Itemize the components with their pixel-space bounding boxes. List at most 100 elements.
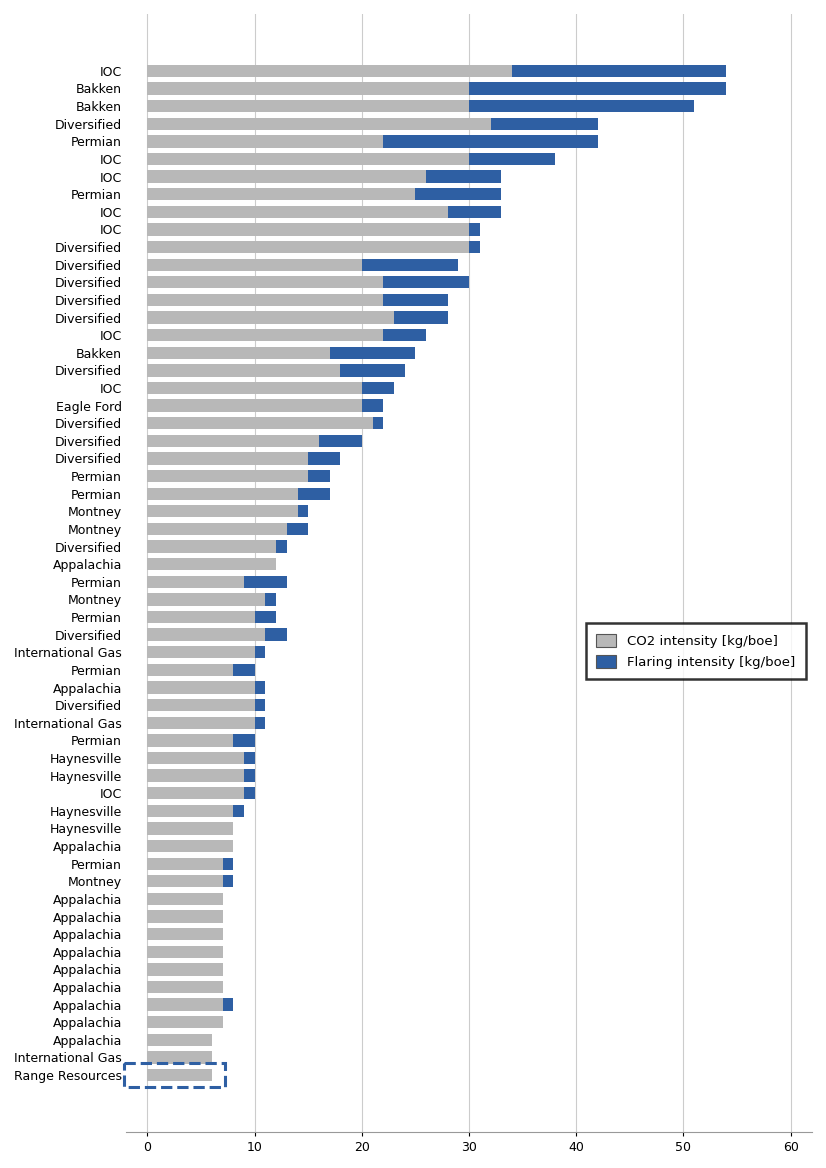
Bar xyxy=(469,153,555,165)
Bar xyxy=(148,1069,211,1082)
Bar xyxy=(469,82,726,95)
Bar xyxy=(254,611,276,624)
Bar xyxy=(319,434,362,447)
Legend: CO2 intensity [kg/boe], Flaring intensity [kg/boe]: CO2 intensity [kg/boe], Flaring intensit… xyxy=(586,624,805,680)
Bar xyxy=(148,770,244,781)
Bar xyxy=(148,1034,211,1047)
Bar xyxy=(148,1016,222,1028)
Bar xyxy=(265,593,276,605)
Bar xyxy=(469,100,694,112)
Bar xyxy=(148,118,491,130)
Bar xyxy=(148,241,469,253)
Bar xyxy=(148,487,297,500)
Bar xyxy=(426,171,501,182)
Bar xyxy=(148,875,222,888)
Bar xyxy=(148,857,222,870)
Bar xyxy=(383,276,469,288)
Bar xyxy=(233,663,254,676)
Bar xyxy=(244,752,254,764)
Bar xyxy=(148,64,512,77)
Bar xyxy=(124,1063,225,1087)
Bar xyxy=(148,822,233,835)
Bar xyxy=(148,892,222,905)
Bar xyxy=(148,541,276,552)
Bar xyxy=(254,681,265,694)
Bar xyxy=(254,646,265,659)
Bar xyxy=(448,206,501,218)
Bar xyxy=(148,276,383,288)
Bar xyxy=(148,576,244,588)
Bar xyxy=(148,206,448,218)
Bar xyxy=(287,523,308,535)
Bar xyxy=(148,434,319,447)
Bar xyxy=(340,364,405,376)
Bar xyxy=(148,329,383,341)
Bar xyxy=(148,611,254,624)
Bar xyxy=(148,787,244,799)
Bar xyxy=(148,293,383,306)
Bar xyxy=(383,135,598,147)
Bar xyxy=(308,470,330,482)
Bar xyxy=(233,735,254,746)
Bar xyxy=(148,840,233,853)
Bar xyxy=(148,805,233,816)
Bar xyxy=(148,188,415,201)
Bar xyxy=(244,787,254,799)
Bar xyxy=(233,805,244,816)
Bar xyxy=(148,82,469,95)
Bar xyxy=(362,399,383,412)
Bar xyxy=(415,188,501,201)
Bar xyxy=(362,382,394,394)
Bar xyxy=(148,382,362,394)
Bar xyxy=(148,1051,211,1064)
Bar xyxy=(148,364,340,376)
Bar xyxy=(148,505,297,517)
Bar xyxy=(148,223,469,236)
Bar xyxy=(148,981,222,993)
Bar xyxy=(148,399,362,412)
Bar xyxy=(148,628,265,641)
Bar xyxy=(394,312,448,324)
Bar xyxy=(148,735,233,746)
Bar xyxy=(148,964,222,975)
Bar xyxy=(148,312,394,324)
Bar xyxy=(148,347,330,359)
Bar xyxy=(330,347,415,359)
Bar xyxy=(222,857,233,870)
Bar xyxy=(148,752,244,764)
Bar xyxy=(148,153,469,165)
Bar xyxy=(297,505,308,517)
Bar xyxy=(148,100,469,112)
Bar xyxy=(148,558,276,570)
Bar xyxy=(244,576,287,588)
Bar xyxy=(297,487,330,500)
Bar xyxy=(148,523,287,535)
Bar xyxy=(148,946,222,958)
Bar xyxy=(254,717,265,729)
Bar xyxy=(491,118,598,130)
Bar xyxy=(254,698,265,711)
Bar xyxy=(148,929,222,940)
Bar xyxy=(244,770,254,781)
Bar xyxy=(383,293,448,306)
Bar xyxy=(148,910,222,923)
Bar xyxy=(469,241,480,253)
Bar xyxy=(222,999,233,1010)
Bar xyxy=(148,135,383,147)
Bar xyxy=(148,452,308,465)
Bar xyxy=(308,452,340,465)
Bar xyxy=(373,417,383,430)
Bar xyxy=(222,875,233,888)
Bar xyxy=(148,646,254,659)
Bar xyxy=(265,628,287,641)
Bar xyxy=(148,593,265,605)
Bar xyxy=(362,258,458,271)
Bar xyxy=(148,999,222,1010)
Bar xyxy=(148,417,373,430)
Bar xyxy=(512,64,726,77)
Bar xyxy=(148,171,426,182)
Bar xyxy=(469,223,480,236)
Bar xyxy=(148,681,254,694)
Bar xyxy=(148,698,254,711)
Bar xyxy=(148,663,233,676)
